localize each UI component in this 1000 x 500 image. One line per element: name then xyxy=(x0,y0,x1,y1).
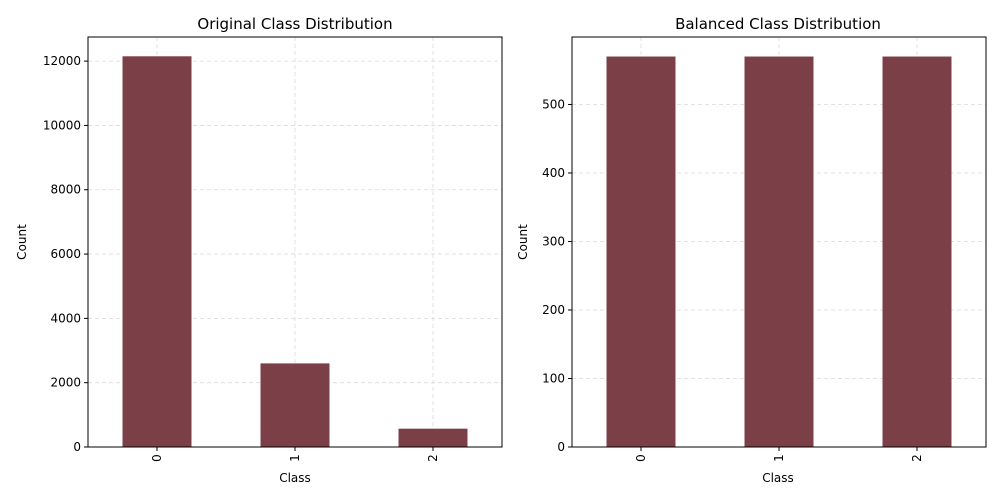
bars xyxy=(606,56,952,448)
y-tick-label: 12000 xyxy=(43,54,81,68)
x-axis-label: Class xyxy=(762,471,794,485)
ticks: 0 2000 4000 6000 8000 10000 12000 0 1 2 xyxy=(43,54,440,462)
y-tick-label: 4000 xyxy=(50,311,81,325)
y-tick-label: 500 xyxy=(542,97,565,111)
x-tick-label: 1 xyxy=(288,454,302,462)
y-axis-label: Count xyxy=(15,224,29,260)
y-axis-label: Count xyxy=(516,224,530,260)
x-tick-label: 0 xyxy=(634,454,648,462)
y-tick-label: 6000 xyxy=(50,247,81,261)
y-tick-label: 100 xyxy=(542,371,565,385)
bar xyxy=(122,56,192,447)
y-tick-label: 300 xyxy=(542,234,565,248)
bar xyxy=(744,56,814,448)
chart-original: Original Class Distribution 0 2000 4000 600… xyxy=(15,15,503,485)
y-tick-label: 8000 xyxy=(50,183,81,197)
x-axis-label: Class xyxy=(279,471,311,485)
bars xyxy=(122,56,468,447)
chart-balanced: Balanced Class Distribution 0 100 200 300 40… xyxy=(516,15,987,485)
x-tick-label: 1 xyxy=(772,454,786,462)
y-tick-label: 0 xyxy=(73,440,81,454)
bar xyxy=(882,56,952,448)
ticks: 0 100 200 300 400 500 0 1 2 xyxy=(542,97,924,461)
y-tick-label: 200 xyxy=(542,303,565,317)
x-tick-label: 2 xyxy=(910,454,924,462)
y-tick-label: 0 xyxy=(557,440,565,454)
chart-title: Balanced Class Distribution xyxy=(675,15,881,33)
bar xyxy=(606,56,676,448)
y-tick-label: 400 xyxy=(542,166,565,180)
bar xyxy=(398,428,468,447)
y-tick-label: 2000 xyxy=(50,376,81,390)
x-tick-label: 0 xyxy=(150,454,164,462)
y-tick-label: 10000 xyxy=(43,118,81,132)
chart-title: Original Class Distribution xyxy=(197,15,392,33)
bar xyxy=(260,363,330,447)
x-tick-label: 2 xyxy=(426,454,440,462)
